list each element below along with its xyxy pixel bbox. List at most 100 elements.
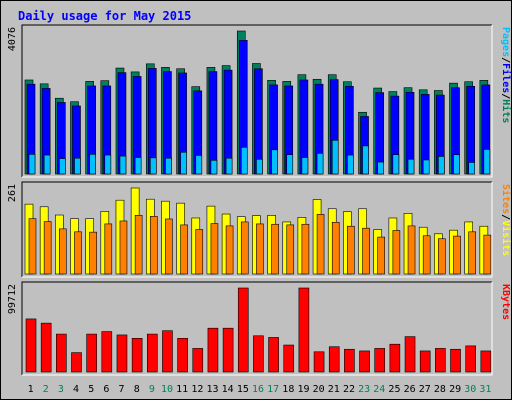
bar-sites-29	[453, 235, 461, 275]
day-label-7: 7	[119, 384, 125, 395]
day-label-2: 2	[43, 384, 49, 395]
bar-pages-3	[59, 158, 66, 175]
bar-pages-14	[225, 157, 233, 175]
legend-files: Files	[500, 63, 512, 93]
bar-kbytes-4	[71, 352, 82, 373]
day-label-31: 31	[479, 384, 491, 395]
day-label-13: 13	[206, 384, 218, 395]
bar-kbytes-23	[359, 350, 370, 373]
day-axis-labels: 1 2 3 4 5 6 7 8 9 10 11 12 13 14 15 16 17 18 19 20 21 22 23 24 2…	[28, 384, 492, 395]
day-label-21: 21	[328, 384, 340, 395]
bar-sites-10	[165, 218, 173, 275]
bar-sites-4	[74, 231, 82, 275]
bar-sites-2	[43, 221, 52, 275]
panel-visits: 261 Sites/Visits	[7, 181, 512, 278]
bar-sites-14	[225, 225, 234, 275]
bar-pages-2	[43, 154, 51, 175]
bar-pages-30	[468, 162, 475, 175]
day-label-22: 22	[343, 384, 355, 395]
day-label-17: 17	[267, 384, 279, 395]
bar-sites-1	[28, 218, 37, 275]
bar-pages-13	[210, 160, 218, 175]
bar-pages-10	[165, 157, 172, 175]
bar-kbytes-13	[207, 327, 219, 373]
bar-kbytes-24	[374, 348, 386, 373]
bar-pages-21	[331, 140, 339, 175]
bar-kbytes-1	[25, 318, 37, 373]
bar-kbytes-3	[56, 333, 67, 373]
panel-hits-legend: Pages/Files/Hits	[500, 27, 512, 123]
bar-kbytes-28	[435, 348, 446, 373]
panel-visits-border-dark	[21, 181, 492, 277]
legend-separator: /	[500, 93, 511, 99]
day-label-29: 29	[449, 384, 461, 395]
bar-pages-19	[301, 157, 309, 175]
panel-visits-ymax-label: 261	[7, 184, 18, 202]
bar-sites-31	[483, 234, 492, 275]
panel-hits: 4076 Pages/Files/Hits	[7, 24, 512, 178]
legend-separator: /	[500, 57, 511, 63]
day-label-3: 3	[58, 384, 64, 395]
bar-sites-6	[104, 223, 113, 275]
bar-sites-21	[331, 221, 340, 275]
bar-kbytes-31	[480, 350, 492, 373]
bar-files-30	[466, 85, 475, 175]
bar-sites-17	[271, 223, 279, 275]
panel-hits-ymax-label: 4076	[7, 27, 18, 51]
bar-pages-26	[407, 158, 415, 175]
bar-pages-15	[240, 147, 248, 175]
day-label-6: 6	[103, 384, 109, 395]
bar-kbytes-25	[389, 343, 401, 373]
day-label-18: 18	[282, 384, 294, 395]
panel-kbytes-legend: KBytes	[500, 284, 511, 320]
bar-pages-18	[286, 154, 294, 175]
bar-pages-23	[362, 145, 369, 175]
bar-kbytes-11	[177, 338, 188, 373]
bar-sites-8	[134, 215, 143, 275]
bar-sites-13	[210, 223, 219, 275]
day-label-26: 26	[404, 384, 416, 395]
bar-kbytes-19	[298, 287, 310, 373]
bar-kbytes-8	[131, 338, 143, 373]
bar-sites-5	[89, 231, 97, 275]
bar-kbytes-2	[40, 322, 52, 373]
legend-hits: Hits	[500, 99, 512, 123]
legend-visits: Visits	[500, 220, 512, 256]
bar-sites-7	[119, 220, 128, 275]
day-label-30: 30	[464, 384, 476, 395]
bar-kbytes-20	[313, 351, 325, 373]
bar-sites-26	[407, 225, 416, 275]
bar-kbytes-15	[237, 287, 249, 373]
legend-separator: /	[500, 214, 511, 220]
day-label-24: 24	[373, 384, 385, 395]
day-label-27: 27	[419, 384, 431, 395]
bar-kbytes-14	[222, 327, 234, 373]
bar-pages-4	[74, 157, 81, 175]
bar-pages-29	[453, 154, 460, 175]
bar-kbytes-5	[86, 333, 97, 373]
bar-kbytes-18	[283, 344, 295, 373]
bar-sites-16	[256, 223, 264, 275]
bar-sites-9	[149, 216, 158, 275]
bar-pages-17	[271, 149, 278, 175]
bar-kbytes-21	[328, 346, 340, 373]
day-label-28: 28	[434, 384, 446, 395]
bar-sites-25	[392, 230, 401, 275]
bar-kbytes-26	[404, 336, 416, 373]
day-label-25: 25	[388, 384, 400, 395]
bar-sites-30	[468, 231, 476, 275]
bar-kbytes-16	[253, 335, 264, 373]
bar-sites-19	[301, 223, 310, 275]
bar-kbytes-22	[344, 348, 355, 373]
bar-kbytes-29	[450, 348, 461, 373]
day-label-1: 1	[28, 384, 34, 395]
bar-sites-12	[195, 229, 204, 275]
bar-sites-20	[316, 214, 325, 275]
bar-sites-3	[59, 228, 67, 275]
day-label-16: 16	[252, 384, 264, 395]
day-label-8: 8	[134, 384, 140, 395]
bar-pages-22	[347, 154, 354, 175]
day-label-5: 5	[88, 384, 94, 395]
